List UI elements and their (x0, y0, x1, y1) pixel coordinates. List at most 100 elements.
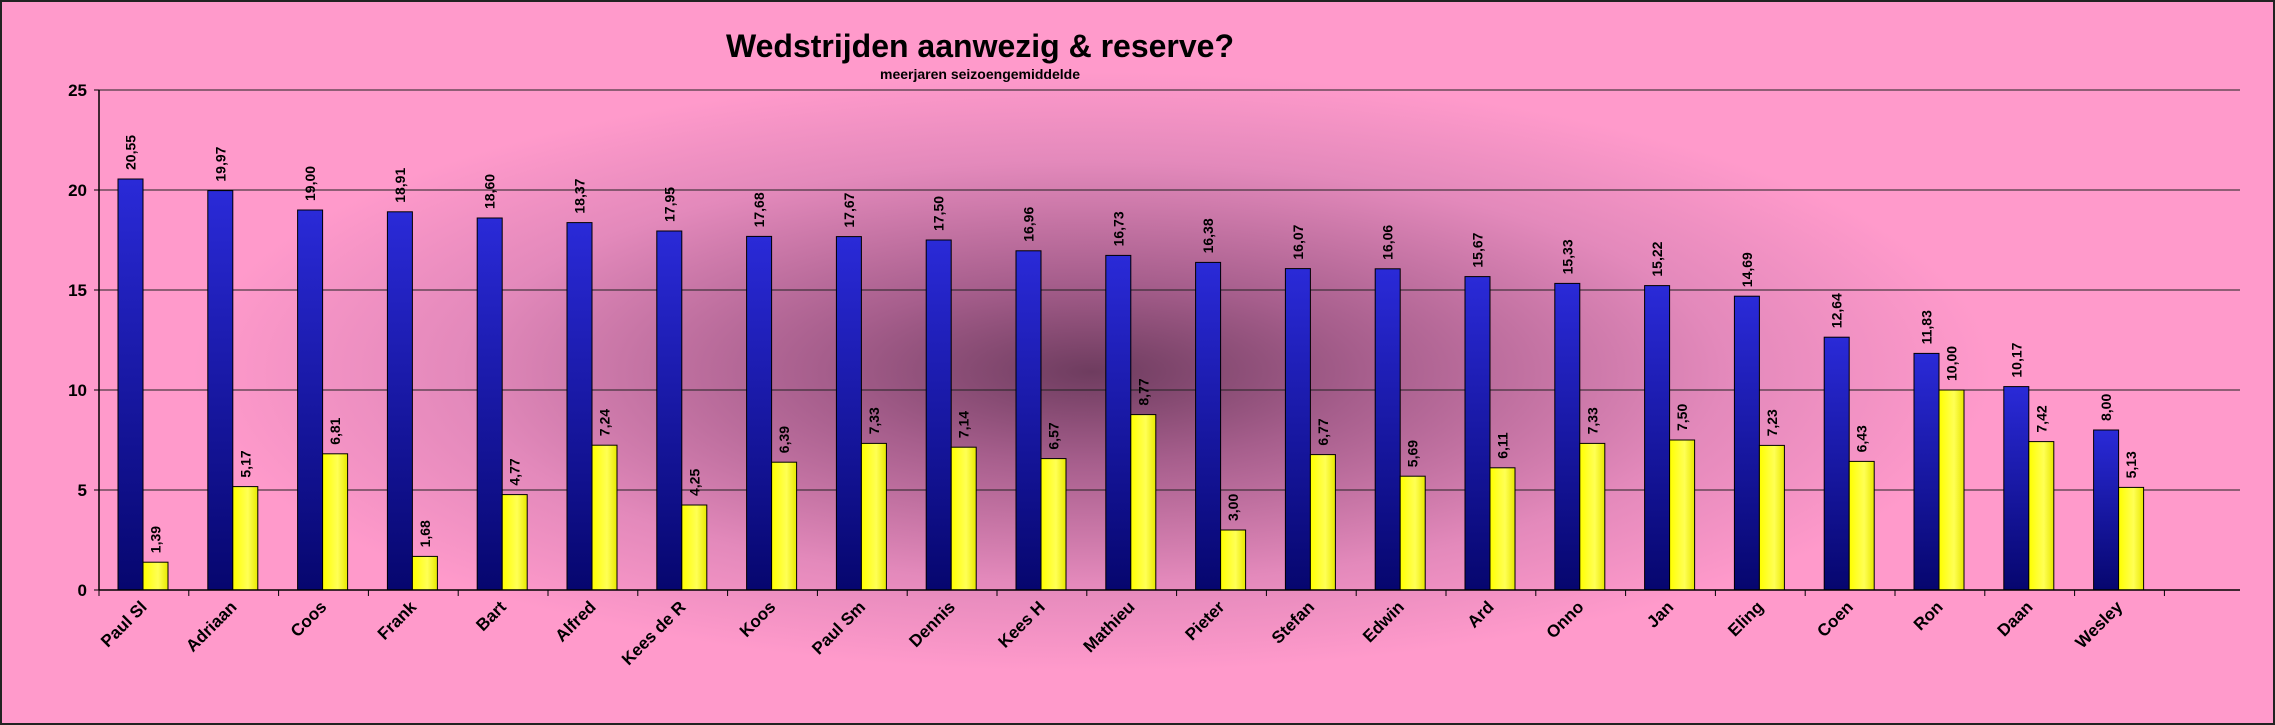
bar-reserve (411, 555, 438, 591)
bar-present (1015, 250, 1042, 591)
data-label: 4,25 (686, 469, 702, 496)
bar-reserve (232, 486, 259, 591)
bar-reserve (1669, 439, 1696, 591)
data-label: 6,77 (1315, 418, 1331, 445)
data-label: 16,07 (1290, 224, 1306, 259)
bar-present (1733, 295, 1760, 591)
data-label: 17,50 (931, 196, 947, 231)
data-label: 6,43 (1854, 425, 1870, 452)
bar-present (1284, 268, 1311, 591)
data-label: 16,96 (1021, 207, 1037, 242)
bar-reserve (1220, 529, 1247, 591)
bar-reserve (142, 561, 169, 591)
data-label: 7,23 (1764, 409, 1780, 436)
data-label: 15,67 (1470, 232, 1486, 267)
x-tick-label: Alfred (552, 597, 600, 645)
bar-reserve (501, 494, 528, 591)
x-tick-label: Ard (1464, 597, 1498, 631)
x-tick-label: Kees H (995, 597, 1049, 651)
bar-present (1554, 282, 1581, 591)
x-tick-label: Onno (1543, 597, 1588, 642)
data-label: 6,39 (776, 426, 792, 453)
bar-present (207, 190, 234, 591)
bar-reserve (1938, 389, 1965, 591)
data-label: 7,24 (597, 409, 613, 436)
chart-subtitle: meerjaren seizoengemiddelde (880, 66, 1080, 82)
bar-present (476, 217, 503, 591)
data-label: 11,83 (1919, 310, 1935, 344)
data-label: 7,50 (1674, 404, 1690, 431)
x-tick-label: Edwin (1359, 597, 1408, 646)
data-label: 5,13 (2123, 451, 2139, 478)
bar-present (1195, 261, 1222, 591)
data-label: 16,73 (1110, 211, 1126, 246)
y-axis: 0 5 10 15 20 25 (68, 81, 100, 600)
x-tick-label: Stefan (1268, 597, 1318, 647)
bar-reserve (860, 442, 887, 591)
data-label: 20,55 (123, 135, 139, 170)
data-label: 7,33 (1584, 407, 1600, 434)
data-label: 8,77 (1135, 378, 1151, 405)
bar-reserve (1040, 458, 1067, 591)
data-label: 1,68 (417, 520, 433, 547)
data-label: 10,00 (1944, 346, 1960, 381)
bar-reserve (1579, 442, 1606, 591)
bar-reserve (1399, 475, 1426, 591)
bar-present (656, 230, 683, 591)
bar-present (746, 235, 773, 591)
data-label: 5,17 (237, 450, 253, 477)
x-tick-label: Paul Sl (97, 597, 151, 651)
bar-present (566, 222, 593, 591)
data-label: 18,60 (482, 174, 498, 209)
x-tick-label: Coen (1813, 597, 1856, 640)
x-tick-label: Dennis (905, 597, 959, 651)
bar-present (1644, 285, 1671, 591)
y-tick-label: 25 (68, 81, 87, 100)
bar-reserve (1309, 454, 1336, 591)
x-tick-label: Frank (374, 597, 421, 644)
data-label: 7,33 (866, 407, 882, 434)
x-tick-label: Adriaan (182, 597, 240, 655)
data-label: 15,22 (1649, 241, 1665, 276)
data-label: 6,81 (327, 417, 343, 444)
bar-present (386, 211, 413, 591)
y-tick-label: 0 (78, 581, 87, 600)
x-tick-label: Eling (1724, 597, 1767, 640)
x-tick-label: Wesley (2072, 597, 2127, 652)
bar-reserve (322, 453, 349, 591)
x-tick-label: Pieter (1181, 597, 1228, 644)
chart-title: Wedstrijden aanwezig & reserve? (726, 28, 1234, 64)
bar-reserve (2118, 486, 2145, 591)
data-label: 4,77 (507, 458, 523, 485)
data-label: 5,69 (1405, 440, 1421, 467)
bar-reserve (2028, 441, 2055, 591)
data-label: 7,14 (956, 411, 972, 438)
x-tick-label: Ron (1910, 597, 1947, 634)
bar-present (1464, 276, 1491, 591)
bar-reserve (771, 461, 798, 591)
bar-present (1823, 336, 1850, 591)
gridlines (99, 89, 2240, 491)
x-tick-label: Bart (472, 597, 510, 635)
x-tick-label: Mathieu (1080, 597, 1139, 656)
bar-present (835, 236, 862, 591)
bar-reserve (1489, 467, 1516, 591)
x-tick-label: Jan (1643, 597, 1677, 631)
y-tick-label: 15 (68, 281, 87, 300)
bar-present (1913, 352, 1940, 591)
y-tick-label: 10 (68, 381, 87, 400)
y-tick-label: 20 (68, 181, 87, 200)
x-axis: Paul Sl Adriaan Coos Frank Bart Alfred Kees de… (97, 589, 2240, 669)
data-label: 1,39 (148, 526, 164, 553)
data-label: 8,00 (2098, 394, 2114, 421)
bar-reserve (681, 504, 708, 591)
data-label: 19,97 (212, 146, 228, 181)
data-label: 18,91 (392, 168, 408, 203)
bar-present (2003, 386, 2030, 591)
data-label: 15,33 (1559, 239, 1575, 274)
bar-present (1105, 254, 1132, 591)
data-label: 17,95 (661, 187, 677, 222)
bar-reserve (591, 444, 618, 591)
data-label: 6,11 (1495, 432, 1511, 459)
